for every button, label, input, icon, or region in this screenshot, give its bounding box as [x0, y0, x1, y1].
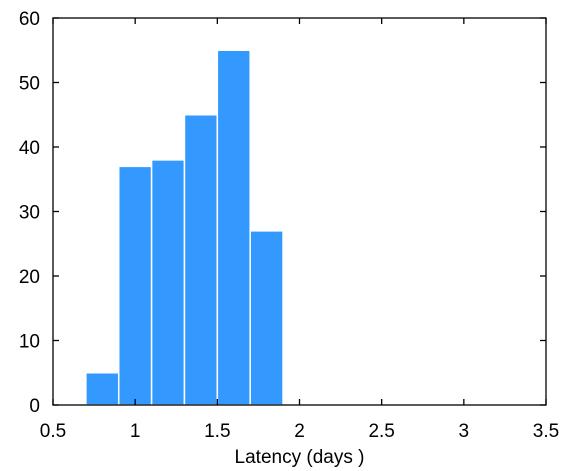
- histogram-bar-1: [86, 373, 119, 405]
- x-tick-label: 2: [294, 421, 305, 442]
- x-tick-label: 3.5: [533, 421, 559, 442]
- y-tick-label: 60: [19, 9, 40, 30]
- histogram-bar-6: [250, 231, 283, 405]
- y-tick-label: 10: [19, 332, 40, 353]
- y-tick-label: 40: [19, 138, 40, 159]
- x-tick-label: 1.5: [204, 421, 230, 442]
- y-tick-label: 50: [19, 74, 40, 95]
- histogram-bar-2: [119, 166, 152, 405]
- x-tick-label: 1: [130, 421, 141, 442]
- histogram-bar-4: [184, 115, 217, 405]
- y-tick-label: 20: [19, 267, 40, 288]
- x-tick-label: 3: [459, 421, 470, 442]
- histogram-bar-5: [217, 50, 250, 405]
- y-tick-label: 30: [19, 203, 40, 224]
- histogram-bar-3: [152, 160, 185, 405]
- x-tick-label: 2.5: [368, 421, 394, 442]
- bars-group: [86, 50, 283, 405]
- x-axis-label: Latency (days ): [235, 447, 365, 468]
- x-tick-label: 0.5: [40, 421, 66, 442]
- y-tick-label: 0: [29, 396, 40, 417]
